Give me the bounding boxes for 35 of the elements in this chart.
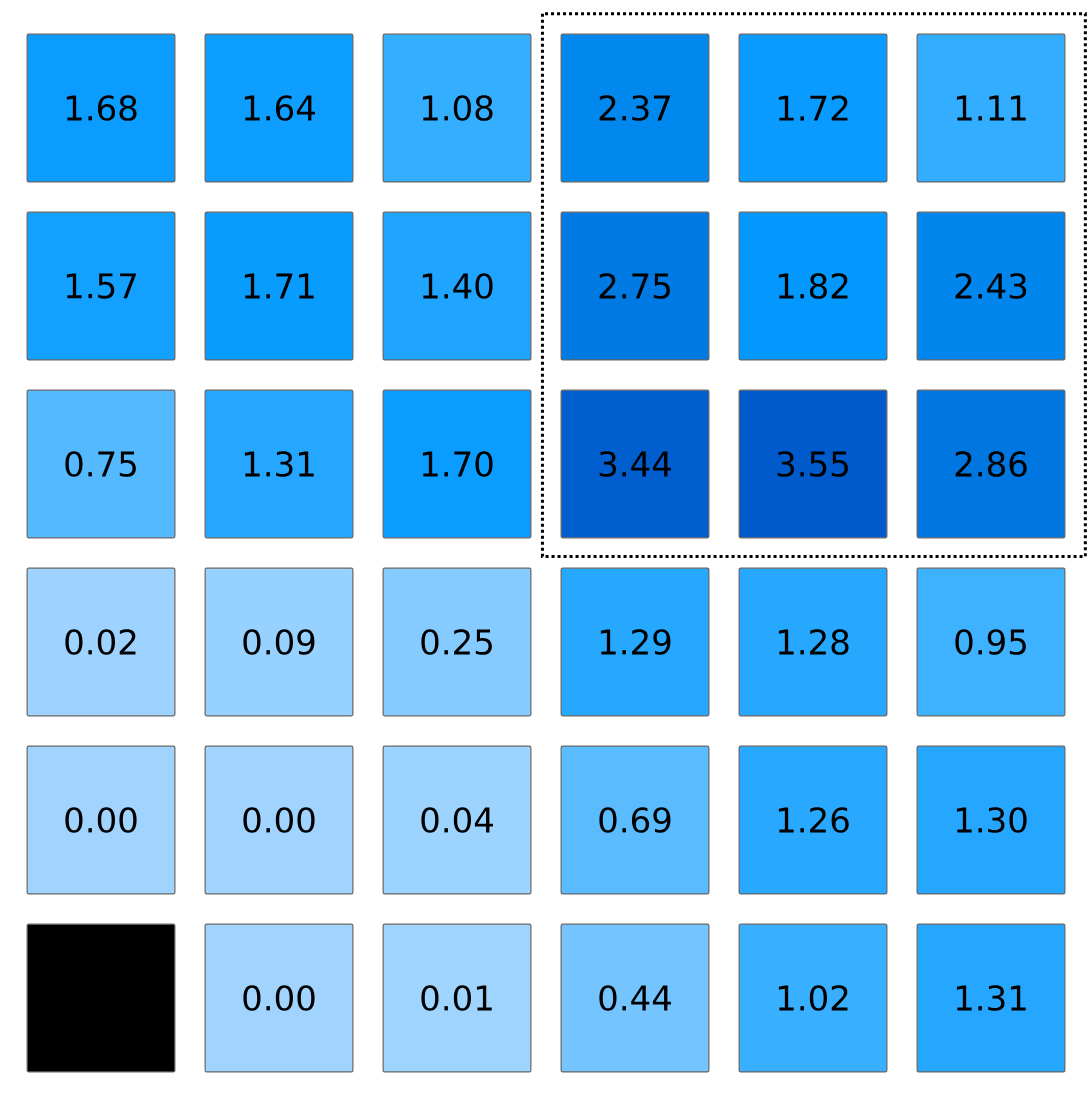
data-label: 3.55 [777,451,848,477]
data-label: 2.37 [599,95,670,121]
data-label: 0.44 [599,985,671,1011]
data-label: 0.04 [421,807,493,833]
data-label: 1.72 [778,95,848,121]
data-label: 0.95 [955,629,1026,655]
data-label: 1.26 [778,807,849,833]
data-label: 0.02 [65,629,136,655]
data-label: 2.75 [599,273,670,299]
data-label: 1.28 [778,629,849,655]
data-label: 0.09 [243,629,315,655]
data-label: 1.68 [66,95,137,121]
data-label: 1.08 [422,95,493,121]
data-label: 1.30 [956,807,1027,833]
data-label: 1.71 [244,273,314,299]
data-label: 0.25 [421,629,492,655]
data-label: 1.31 [956,985,1026,1011]
data-label: 1.70 [422,451,493,477]
data-label: 1.31 [244,451,314,477]
data-label: 1.82 [778,273,848,299]
data-label: 1.40 [422,273,493,299]
data-label: 0.75 [65,451,136,477]
data-label: 2.86 [955,451,1027,477]
data-label: 0.01 [421,985,492,1011]
data-label: 1.57 [66,273,136,299]
data-label: 3.44 [599,451,671,477]
data-label: 1.64 [244,95,315,121]
data-label: 1.11 [956,95,1026,121]
data-label: 1.02 [778,985,848,1011]
data-label: 2.43 [955,273,1027,299]
data-label: 0.00 [243,985,315,1011]
data-label: 0.69 [599,807,671,833]
data-label: 0.00 [243,807,315,833]
data-label: 0.00 [65,807,137,833]
data-label: 1.29 [600,629,671,655]
